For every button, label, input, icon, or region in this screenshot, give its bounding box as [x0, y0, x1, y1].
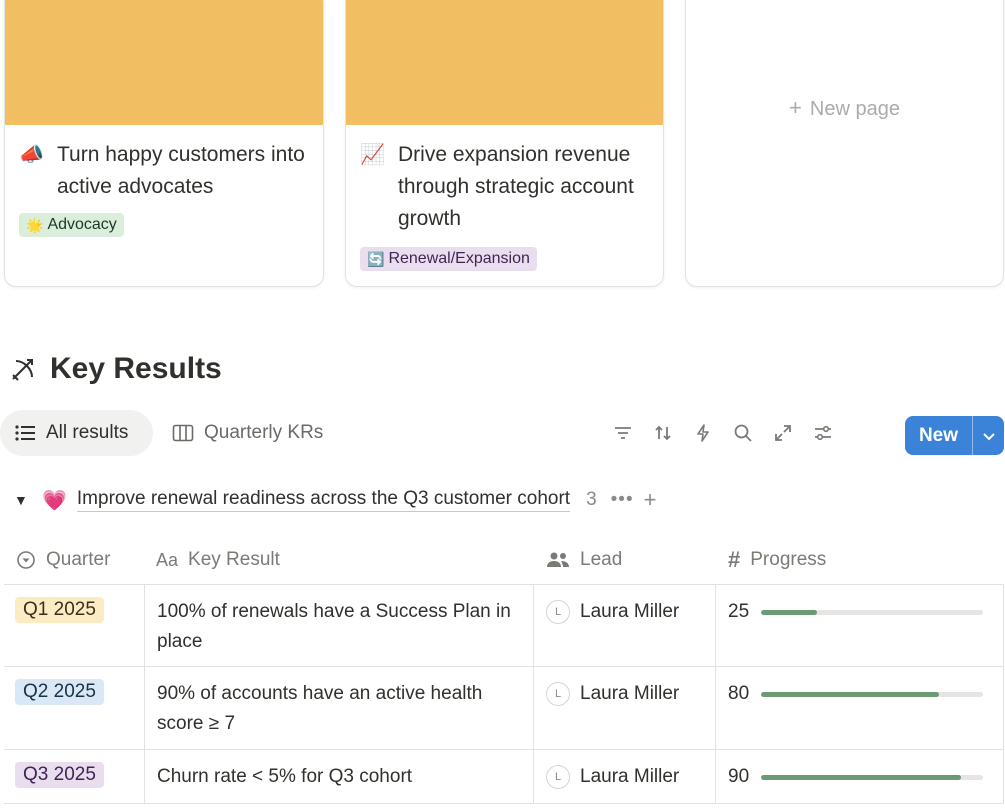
new-page-card[interactable]: + New page	[685, 0, 1004, 287]
cell-progress[interactable]: 80	[716, 667, 1004, 749]
new-button-label: New	[918, 424, 959, 446]
progress-fill	[761, 691, 939, 697]
table-row[interactable]: Q2 2025 90% of accounts have an active h…	[4, 667, 1004, 750]
cell-key-result[interactable]: Churn rate < 5% for Q3 cohort	[145, 750, 534, 803]
column-quarter[interactable]: Quarter	[16, 536, 110, 584]
cell-progress[interactable]: 90	[716, 750, 1004, 803]
progress-bar	[761, 691, 984, 697]
avatar: L	[546, 600, 570, 624]
cell-progress[interactable]: 25	[716, 585, 1004, 666]
column-label: Quarter	[46, 549, 111, 570]
table-row[interactable]: Q1 2025 100% of renewals have a Success …	[4, 585, 1004, 667]
group-count: 3	[586, 489, 597, 510]
table-header: Quarter Aa Key Result Lead # Progress	[4, 536, 1004, 585]
card-cover	[5, 0, 323, 125]
collapse-triangle-icon[interactable]: ▼	[14, 492, 28, 508]
progress-bar	[761, 774, 984, 780]
tag-renewal-expansion: 🔄 Renewal/Expansion	[360, 247, 537, 271]
column-progress[interactable]: # Progress	[728, 536, 826, 584]
lead-name: Laura Miller	[580, 683, 680, 704]
sort-icon[interactable]	[651, 421, 675, 445]
section-title: Key Results	[50, 352, 222, 385]
cell-quarter[interactable]: Q1 2025	[4, 585, 145, 666]
megaphone-icon: 📣	[19, 144, 44, 166]
quarter-tag: Q3 2025	[15, 762, 104, 788]
card-title: Drive expansion revenue through strategi…	[398, 143, 634, 230]
add-icon[interactable]: +	[643, 487, 657, 512]
group-header: ▼ 💗 Improve renewal readiness across the…	[14, 487, 656, 513]
more-icon[interactable]: •••	[610, 489, 634, 510]
progress-value: 90	[728, 766, 750, 787]
select-icon	[17, 551, 35, 569]
text-icon: Aa	[156, 549, 179, 570]
plus-icon: +	[789, 95, 802, 120]
progress-fill	[761, 774, 961, 780]
star-icon: 🌟	[26, 216, 44, 233]
column-lead[interactable]: Lead	[546, 536, 622, 584]
column-label: Progress	[750, 549, 827, 570]
card-cover	[346, 0, 663, 125]
filter-icon[interactable]	[611, 421, 635, 445]
group-title[interactable]: Improve renewal readiness across the Q3 …	[76, 488, 571, 512]
progress-bar	[761, 609, 984, 615]
avatar: L	[546, 682, 570, 706]
cell-lead[interactable]: L Laura Miller	[534, 585, 716, 666]
automation-icon[interactable]	[691, 421, 715, 445]
quarter-tag: Q2 2025	[15, 679, 104, 705]
tab-label: Quarterly KRs	[204, 422, 324, 443]
tab-label: All results	[46, 422, 129, 443]
board-icon	[172, 424, 194, 442]
progress-value: 25	[728, 601, 750, 622]
cell-quarter[interactable]: Q2 2025	[4, 667, 145, 749]
tag-label: Advocacy	[47, 216, 117, 233]
cell-quarter[interactable]: Q3 2025	[4, 750, 145, 803]
quarter-tag: Q1 2025	[15, 597, 104, 623]
number-icon: #	[728, 547, 741, 572]
tab-quarterly-krs[interactable]: Quarterly KRs	[158, 410, 354, 456]
refresh-icon: 🔄	[367, 250, 385, 267]
lead-name: Laura Miller	[580, 766, 680, 787]
tab-all-results[interactable]: All results	[0, 410, 153, 456]
search-icon[interactable]	[731, 421, 755, 445]
avatar: L	[546, 765, 570, 789]
progress-value: 80	[728, 683, 750, 704]
gallery-card-advocacy[interactable]: 📣 Turn happy customers into active advoc…	[4, 0, 324, 287]
column-label: Key Result	[188, 549, 280, 570]
cell-lead[interactable]: L Laura Miller	[534, 667, 716, 749]
tag-advocacy: 🌟 Advocacy	[19, 213, 124, 237]
gallery-card-expansion[interactable]: 📈 Drive expansion revenue through strate…	[345, 0, 664, 287]
cell-key-result[interactable]: 100% of renewals have a Success Plan in …	[145, 585, 534, 666]
divider	[972, 416, 973, 455]
cell-lead[interactable]: L Laura Miller	[534, 750, 716, 803]
chevron-down-icon[interactable]	[973, 428, 1004, 444]
lead-name: Laura Miller	[580, 601, 680, 622]
expand-icon[interactable]	[771, 421, 795, 445]
new-button[interactable]: New	[905, 416, 1004, 455]
section-header: Key Results	[10, 352, 222, 386]
list-icon	[15, 425, 35, 441]
column-label: Lead	[580, 549, 623, 570]
heart-icon: 💗	[42, 489, 67, 512]
people-icon	[547, 552, 569, 567]
view-bar: All results Quarterly KRs New	[0, 410, 1005, 456]
settings-icon[interactable]	[811, 421, 835, 445]
column-key-result[interactable]: Aa Key Result	[156, 536, 280, 584]
card-title: Turn happy customers into active advocat…	[57, 143, 305, 198]
chart-increasing-icon: 📈	[360, 144, 385, 166]
new-page-button[interactable]: + New page	[686, 95, 1003, 121]
tag-label: Renewal/Expansion	[388, 250, 530, 267]
toolbar	[611, 421, 835, 445]
cell-key-result[interactable]: 90% of accounts have an active health sc…	[145, 667, 534, 749]
progress-fill	[761, 609, 817, 615]
bow-and-arrow-icon	[12, 359, 33, 381]
key-results-table: Quarter Aa Key Result Lead # Progress Q1…	[4, 536, 1004, 804]
new-page-label: New page	[809, 98, 900, 120]
